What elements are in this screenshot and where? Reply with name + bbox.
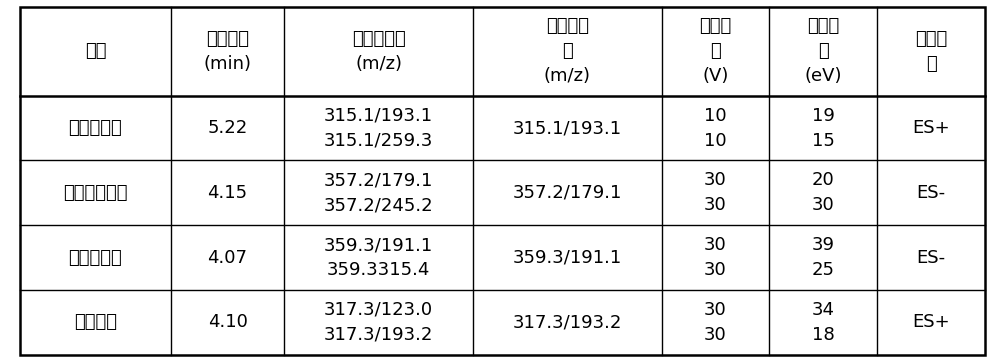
Text: 大麻环萜酚酸: 大麻环萜酚酸 xyxy=(63,184,128,202)
Text: ES+: ES+ xyxy=(912,313,950,331)
Text: 10
10: 10 10 xyxy=(704,107,727,150)
Text: 锥孔电
压
(V): 锥孔电 压 (V) xyxy=(699,18,732,85)
Text: ES-: ES- xyxy=(917,248,946,266)
Text: 碰撞能
量
(eV): 碰撞能 量 (eV) xyxy=(805,18,842,85)
Text: 357.2/179.1: 357.2/179.1 xyxy=(513,184,622,202)
Text: 大麻环萜酚: 大麻环萜酚 xyxy=(69,119,122,137)
Text: 30
30: 30 30 xyxy=(704,301,727,344)
Text: 20
30: 20 30 xyxy=(812,171,835,214)
Text: 5.22: 5.22 xyxy=(207,119,248,137)
Text: ES-: ES- xyxy=(917,184,946,202)
Text: 大麻萜酚: 大麻萜酚 xyxy=(74,313,117,331)
Text: 317.3/123.0
317.3/193.2: 317.3/123.0 317.3/193.2 xyxy=(324,301,433,344)
Text: 大麻萜酚酸: 大麻萜酚酸 xyxy=(69,248,122,266)
Text: 39
25: 39 25 xyxy=(812,236,835,279)
Text: 315.1/193.1
315.1/259.3: 315.1/193.1 315.1/259.3 xyxy=(324,107,433,150)
Text: 317.3/193.2: 317.3/193.2 xyxy=(513,313,622,331)
Text: 扫描方
式: 扫描方 式 xyxy=(915,30,947,73)
Text: 359.3/191.1
359.3315.4: 359.3/191.1 359.3315.4 xyxy=(324,236,433,279)
Text: 315.1/193.1: 315.1/193.1 xyxy=(513,119,622,137)
Text: 357.2/179.1
357.2/245.2: 357.2/179.1 357.2/245.2 xyxy=(324,171,433,214)
Text: 4.10: 4.10 xyxy=(208,313,247,331)
Text: 34
18: 34 18 xyxy=(812,301,835,344)
Text: 定量离子
对
(m/z): 定量离子 对 (m/z) xyxy=(544,18,591,85)
Text: 定性离子对
(m/z): 定性离子对 (m/z) xyxy=(352,30,405,73)
Text: 保留时间
(min): 保留时间 (min) xyxy=(204,30,252,73)
Text: 30
30: 30 30 xyxy=(704,236,727,279)
Text: 4.07: 4.07 xyxy=(208,248,248,266)
Text: 4.15: 4.15 xyxy=(207,184,248,202)
Text: ES+: ES+ xyxy=(912,119,950,137)
Text: 名称: 名称 xyxy=(85,42,106,60)
Text: 359.3/191.1: 359.3/191.1 xyxy=(513,248,622,266)
Text: 30
30: 30 30 xyxy=(704,171,727,214)
Text: 19
15: 19 15 xyxy=(812,107,835,150)
